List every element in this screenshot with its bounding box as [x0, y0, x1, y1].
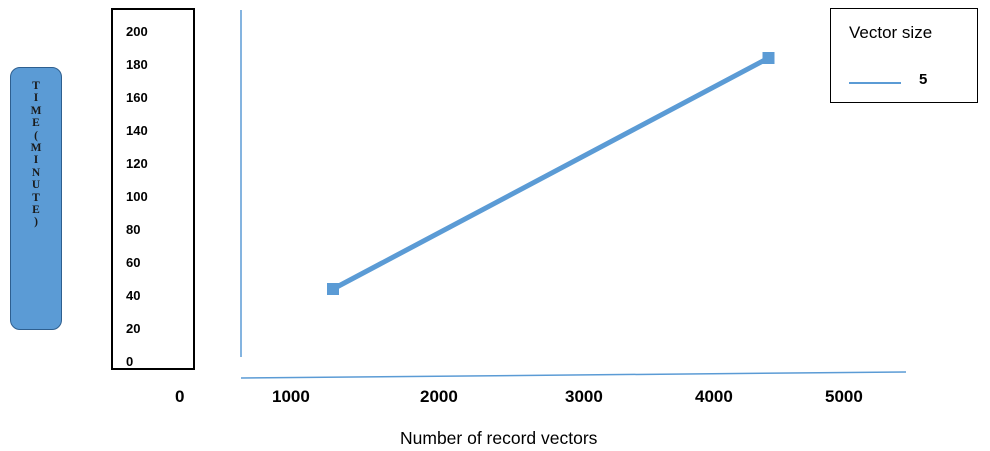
y-axis-label-char: (	[34, 129, 38, 142]
y-tick-label: 180	[126, 57, 148, 72]
y-tick-label: 40	[126, 288, 141, 303]
legend-swatch	[849, 82, 901, 84]
y-axis-label-char: )	[34, 216, 38, 229]
x-axis-line	[240, 371, 907, 379]
y-tick-label: 80	[126, 222, 141, 237]
legend: Vector size 5	[830, 8, 978, 103]
y-tick-label: 120	[126, 156, 148, 171]
legend-title: Vector size	[849, 23, 933, 42]
series-line	[330, 55, 771, 292]
x-axis-label: Number of record vectors	[400, 428, 598, 448]
y-tick-label: 200	[126, 24, 148, 39]
y-tick-label: 160	[126, 90, 148, 105]
y-axis-label-char: M	[30, 142, 42, 155]
data-point-marker	[762, 52, 775, 64]
y-axis-label-char: I	[33, 154, 39, 167]
x-tick-label: 5000	[825, 387, 863, 406]
y-axis-label-char: T	[32, 80, 40, 92]
y-tick-label: 100	[126, 189, 148, 204]
x-tick-label: 3000	[565, 387, 603, 406]
x-tick-label: 1000	[272, 387, 310, 406]
y-axis-label-char: U	[31, 179, 41, 192]
x-tick-label: 2000	[420, 387, 458, 406]
x-tick-label: 4000	[695, 387, 733, 406]
legend-series-label: 5	[919, 71, 928, 88]
y-tick-label: 20	[126, 321, 141, 336]
y-tick-label: 140	[126, 123, 148, 138]
y-tick-label: 60	[126, 255, 141, 270]
data-point-marker	[327, 283, 339, 295]
y-tick-label: 0	[126, 354, 134, 369]
y-axis-label-char: E	[32, 117, 40, 130]
y-axis-label-char: N	[31, 166, 41, 179]
y-axis-label-char: E	[32, 204, 40, 217]
y-axis-label-box: T I M E(M I N U T E)	[10, 67, 62, 330]
y-axis-label: T I M E(M I N U T E)	[11, 80, 61, 229]
y-axis-label-char: I	[33, 92, 39, 105]
y-axis-label-char: T	[32, 191, 40, 204]
x-tick-label: 0	[175, 387, 185, 406]
y-axis-label-char: M	[30, 104, 42, 117]
y-axis-tick-box	[111, 8, 195, 370]
